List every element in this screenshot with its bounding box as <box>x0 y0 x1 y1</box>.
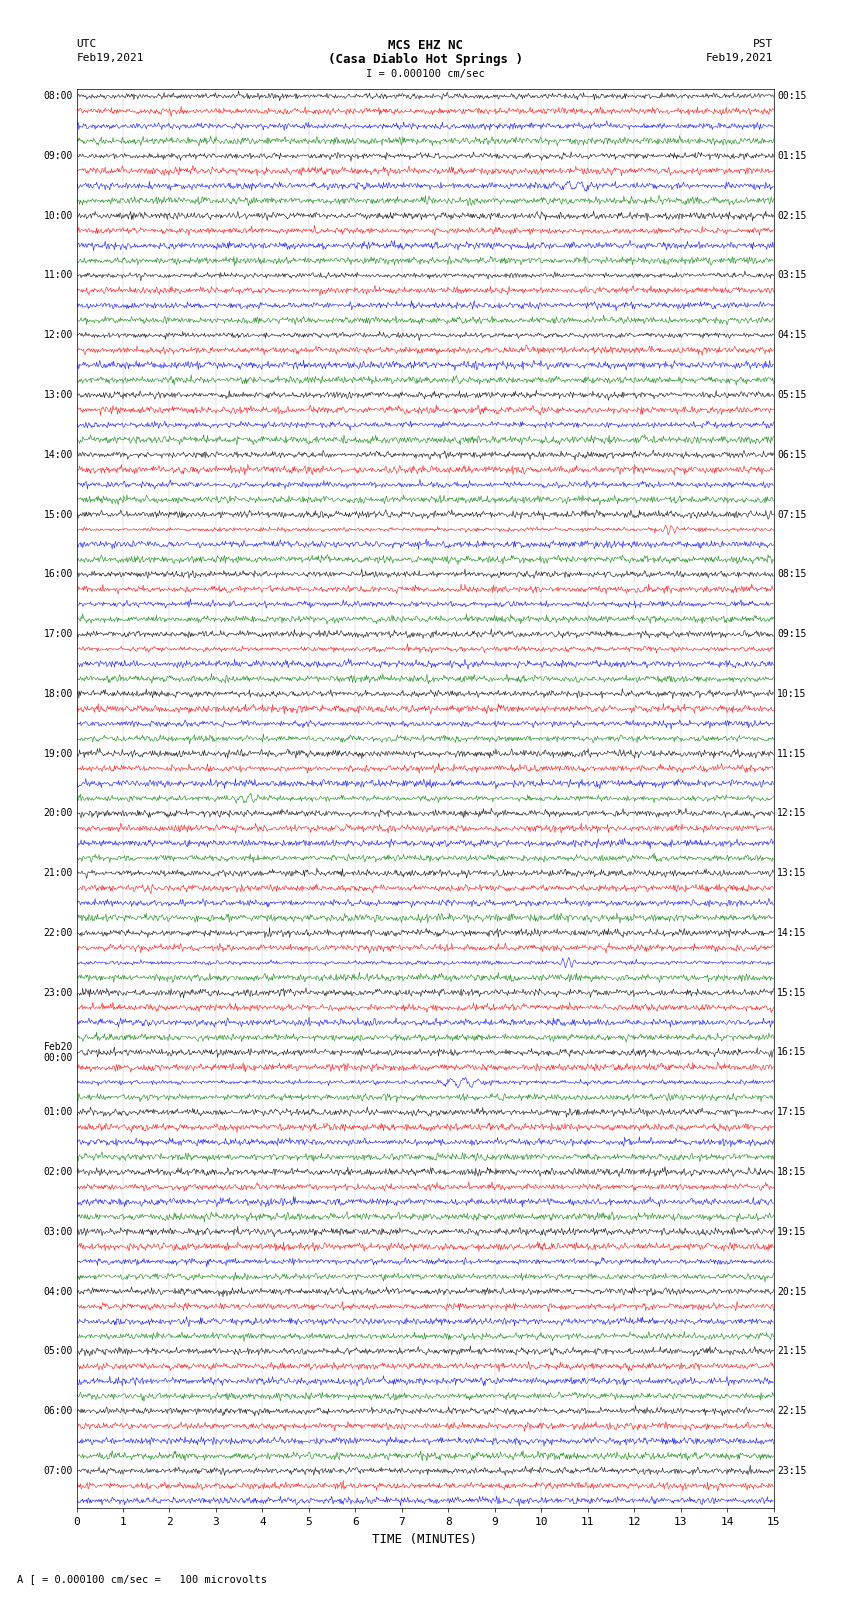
Text: 18:00: 18:00 <box>43 689 73 698</box>
Text: 05:00: 05:00 <box>43 1347 73 1357</box>
Text: 07:00: 07:00 <box>43 1466 73 1476</box>
Text: 10:15: 10:15 <box>777 689 807 698</box>
Text: MCS EHZ NC: MCS EHZ NC <box>388 39 462 52</box>
Text: 06:15: 06:15 <box>777 450 807 460</box>
Text: 21:15: 21:15 <box>777 1347 807 1357</box>
Text: 17:15: 17:15 <box>777 1107 807 1118</box>
Text: 01:00: 01:00 <box>43 1107 73 1118</box>
Text: 14:00: 14:00 <box>43 450 73 460</box>
Text: Feb19,2021: Feb19,2021 <box>706 53 774 63</box>
Text: (Casa Diablo Hot Springs ): (Casa Diablo Hot Springs ) <box>327 53 523 66</box>
Text: I = 0.000100 cm/sec: I = 0.000100 cm/sec <box>366 69 484 79</box>
Text: UTC: UTC <box>76 39 97 48</box>
Text: 16:15: 16:15 <box>777 1047 807 1058</box>
Text: 20:15: 20:15 <box>777 1287 807 1297</box>
Text: 04:15: 04:15 <box>777 331 807 340</box>
Text: 11:00: 11:00 <box>43 271 73 281</box>
Text: 21:00: 21:00 <box>43 868 73 877</box>
Text: 01:15: 01:15 <box>777 152 807 161</box>
Text: 09:00: 09:00 <box>43 152 73 161</box>
Text: 03:15: 03:15 <box>777 271 807 281</box>
Text: 09:15: 09:15 <box>777 629 807 639</box>
Text: 12:00: 12:00 <box>43 331 73 340</box>
Text: 07:15: 07:15 <box>777 510 807 519</box>
Text: 00:15: 00:15 <box>777 92 807 102</box>
Text: 11:15: 11:15 <box>777 748 807 758</box>
Text: 03:00: 03:00 <box>43 1227 73 1237</box>
Text: A [ = 0.000100 cm/sec =   100 microvolts: A [ = 0.000100 cm/sec = 100 microvolts <box>17 1574 267 1584</box>
Text: 22:00: 22:00 <box>43 927 73 937</box>
Text: 19:15: 19:15 <box>777 1227 807 1237</box>
Text: 17:00: 17:00 <box>43 629 73 639</box>
Text: 08:00: 08:00 <box>43 92 73 102</box>
Text: PST: PST <box>753 39 774 48</box>
Text: 02:15: 02:15 <box>777 211 807 221</box>
Text: 14:15: 14:15 <box>777 927 807 937</box>
Text: Feb19,2021: Feb19,2021 <box>76 53 144 63</box>
Text: 23:15: 23:15 <box>777 1466 807 1476</box>
Text: 18:15: 18:15 <box>777 1166 807 1177</box>
Text: 05:15: 05:15 <box>777 390 807 400</box>
Text: 23:00: 23:00 <box>43 987 73 998</box>
Text: 02:00: 02:00 <box>43 1166 73 1177</box>
Text: 06:00: 06:00 <box>43 1407 73 1416</box>
Text: 19:00: 19:00 <box>43 748 73 758</box>
Text: 22:15: 22:15 <box>777 1407 807 1416</box>
Text: 16:00: 16:00 <box>43 569 73 579</box>
Text: 13:15: 13:15 <box>777 868 807 877</box>
Text: Feb20
00:00: Feb20 00:00 <box>43 1042 73 1063</box>
Text: 13:00: 13:00 <box>43 390 73 400</box>
Text: 12:15: 12:15 <box>777 808 807 818</box>
Text: 15:00: 15:00 <box>43 510 73 519</box>
Text: 15:15: 15:15 <box>777 987 807 998</box>
Text: 08:15: 08:15 <box>777 569 807 579</box>
X-axis label: TIME (MINUTES): TIME (MINUTES) <box>372 1532 478 1545</box>
Text: 04:00: 04:00 <box>43 1287 73 1297</box>
Text: 10:00: 10:00 <box>43 211 73 221</box>
Text: 20:00: 20:00 <box>43 808 73 818</box>
